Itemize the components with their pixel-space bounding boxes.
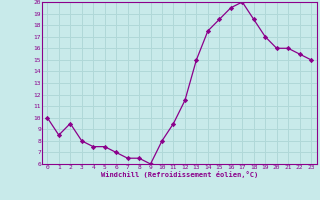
X-axis label: Windchill (Refroidissement éolien,°C): Windchill (Refroidissement éolien,°C) [100,171,258,178]
